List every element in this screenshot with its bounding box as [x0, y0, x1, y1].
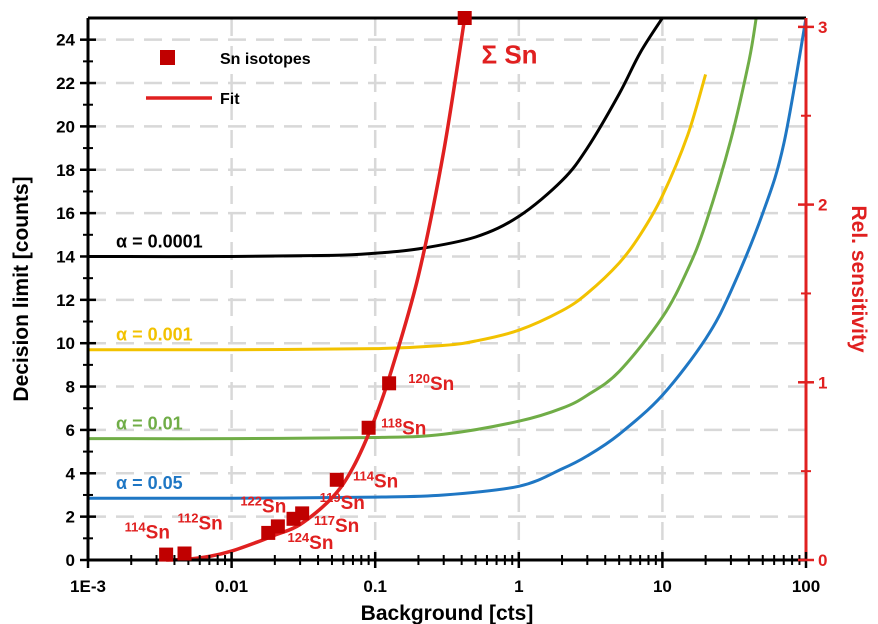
isotope-element: Sn [198, 514, 222, 535]
isotope-mass: 112 [177, 511, 198, 526]
isotope-point [457, 11, 472, 25]
isotope-point [382, 376, 397, 391]
isotope-label: 112Sn [177, 511, 222, 535]
axes-frame: 1E-3 0.01 0.1 1 10 10002468101214161820222401… [56, 16, 827, 596]
y-tick-label: 24 [56, 31, 75, 50]
isotope-point [329, 472, 344, 487]
isotope-label: 122Sn [240, 493, 286, 517]
y-tick-label: 8 [66, 378, 75, 397]
isotope-markers [159, 11, 472, 562]
series-line-3 [88, 17, 806, 500]
isotope-element: Sn [309, 533, 333, 554]
y-tick-label: 2 [66, 508, 75, 527]
isotope-point [270, 519, 285, 534]
x-tick-label: 1E-3 [70, 577, 106, 596]
isotope-element: Sn [146, 522, 170, 543]
isotope-point [295, 506, 310, 521]
isotope-mass: 114 [353, 468, 375, 483]
y-tick-label: 6 [66, 421, 75, 440]
isotope-mass: 117 [314, 513, 335, 528]
series-line-0 [88, 17, 664, 259]
isotope-label: 117Sn [314, 513, 359, 537]
isotope-mass: 120 [408, 371, 430, 386]
y2-tick-label: 1 [818, 373, 827, 392]
legend: Sn isotopes Fit [146, 50, 311, 108]
series-label-2: α = 0.01 [116, 414, 183, 434]
series-label-1: α = 0.001 [116, 325, 193, 345]
isotope-mass: 114 [125, 519, 147, 534]
isotope-mass: 124 [287, 530, 309, 545]
y2-tick-label: 2 [818, 196, 827, 215]
isotope-mass: 118 [381, 415, 402, 430]
y-tick-label: 22 [56, 74, 75, 93]
y2-axis-title: Rel. sensitivity [847, 205, 870, 352]
series-label-0: α = 0.0001 [116, 231, 203, 251]
isotope-element: Sn [335, 516, 359, 537]
legend-label: Sn isotopes [220, 51, 311, 68]
y-tick-label: 20 [56, 117, 75, 136]
isotope-label: 119Sn [320, 490, 365, 514]
isotope-label: 124Sn [287, 530, 333, 554]
x-tick-label: 0.01 [215, 577, 248, 596]
isotope-label: 114Sn [353, 468, 398, 492]
y2-tick-label: 3 [818, 18, 827, 37]
y-tick-label: 16 [56, 204, 75, 223]
isotope-point [159, 547, 174, 562]
legend-marker-square [160, 50, 175, 65]
legend-label: Fit [220, 91, 240, 108]
y2-tick-label: 0 [818, 551, 827, 570]
isotope-label: 114Sn [125, 519, 170, 543]
isotope-element: Sn [430, 374, 454, 395]
curves [88, 17, 806, 562]
grid [88, 18, 806, 560]
isotope-element: Sn [341, 493, 365, 514]
y-tick-label: 10 [56, 334, 75, 353]
isotope-label: 118Sn [381, 415, 426, 439]
isotope-point [361, 420, 376, 435]
series-line-1 [88, 73, 708, 352]
y-axis-title: Decision limit [counts] [10, 176, 33, 401]
isotope-mass: 119 [320, 490, 341, 505]
isotope-label: 120Sn [408, 371, 454, 395]
isotope-element: Sn [402, 418, 426, 439]
x-tick-label: 100 [792, 577, 820, 596]
y-tick-label: 4 [66, 464, 76, 483]
series-label-3: α = 0.05 [116, 473, 183, 493]
isotope-element: Sn [374, 471, 398, 492]
series-line-4 [166, 17, 467, 562]
y-tick-label: 0 [66, 551, 75, 570]
series-line-2 [88, 17, 758, 441]
y-tick-label: 12 [56, 291, 75, 310]
x-tick-label: 0.1 [363, 577, 387, 596]
y-tick-label: 14 [56, 247, 75, 266]
isotope-point [177, 546, 192, 561]
y-tick-label: 18 [56, 161, 75, 180]
x-tick-label: 10 [653, 577, 672, 596]
isotope-element: Sn [262, 496, 286, 517]
isotope-mass: 122 [240, 493, 262, 508]
x-tick-label: 1 [514, 577, 523, 596]
sum-sn-label: Σ Sn [482, 40, 538, 70]
x-axis-title: Background [cts] [361, 602, 534, 624]
